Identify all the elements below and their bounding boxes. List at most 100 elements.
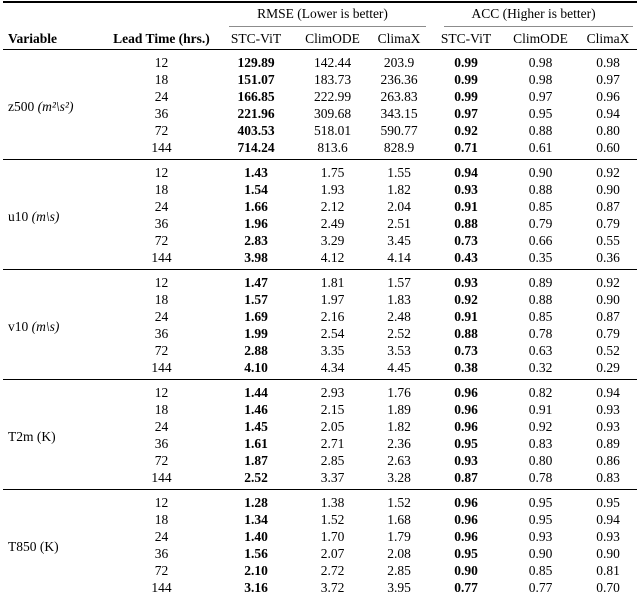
table-row: 144 4.10 4.34 4.45 0.38 0.32 0.29: [3, 359, 637, 380]
lead-time-cell: 18: [154, 181, 169, 197]
lead-time-cell: 24: [154, 308, 169, 324]
rmse-value-cell: 3.95: [387, 579, 411, 594]
acc-value-cell: 0.93: [454, 452, 478, 468]
rmse-value-cell: 2.71: [320, 435, 345, 451]
rmse-value-cell: 1.69: [244, 308, 268, 324]
variable-cell: T850 (K): [3, 490, 108, 594]
acc-value-cell: 0.90: [596, 181, 620, 197]
rmse-value-cell: 518.01: [313, 122, 352, 138]
acc-value-cell: 0.61: [528, 139, 553, 155]
rmse-group-underline: [229, 26, 427, 27]
table-row: z500 (m²\s²) 12 129.89 142.44 203.9 0.99 0.98 0…: [3, 50, 637, 113]
acc-value-cell: 0.88: [528, 181, 553, 197]
acc-value-cell: 0.73: [454, 342, 478, 358]
acc-value-cell: 0.95: [528, 105, 553, 121]
lead-time-cell: 36: [154, 215, 169, 231]
rmse-value-cell: 3.16: [244, 579, 268, 594]
rmse-value-cell: 1.61: [244, 435, 268, 451]
lead-time-cell: 18: [154, 401, 169, 417]
acc-value-cell: 0.91: [454, 198, 478, 214]
acc-value-cell: 0.70: [596, 579, 620, 594]
rmse-value-cell: 2.10: [244, 562, 268, 578]
rmse-value-cell: 1.46: [244, 401, 268, 417]
variable-block-t850: T850 (K) 12 1.28 1.38 1.52 0.96 0.95 0.95 18 1.34…: [3, 489, 638, 594]
acc-value-cell: 0.32: [528, 359, 553, 375]
rmse-value-cell: 403.53: [237, 122, 275, 138]
acc-value-cell: 0.95: [454, 545, 478, 561]
lead-time-cell: 72: [154, 562, 169, 578]
acc-value-cell: 0.95: [596, 494, 620, 510]
rmse-value-cell: 2.16: [320, 308, 345, 324]
variable-block-v10: v10 (m\s) 12 1.47 1.81 1.57 0.93 0.89 0.92 18 1.5…: [3, 269, 638, 380]
lead-time-cell: 144: [151, 579, 172, 594]
acc-value-cell: 0.38: [454, 359, 478, 375]
lead-time-cell: 24: [154, 418, 169, 434]
acc-value-cell: 0.97: [454, 105, 478, 121]
rmse-value-cell: 1.93: [320, 181, 345, 197]
table-row: 72 403.53 518.01 590.77 0.92 0.88 0.80: [3, 122, 637, 139]
table-row: v10 (m\s) 12 1.47 1.81 1.57 0.93 0.89 0.92: [3, 270, 637, 333]
rmse-value-cell: 1.57: [244, 291, 268, 307]
rmse-value-cell: 1.52: [320, 511, 345, 527]
acc-value-cell: 0.43: [454, 249, 478, 265]
rmse-value-cell: 2.07: [320, 545, 345, 561]
variable-unit: (m²\s²): [37, 98, 74, 114]
lead-time-cell: 144: [151, 249, 172, 265]
rmse-value-cell: 714.24: [237, 139, 275, 155]
rmse-group-header: RMSE (Lower is better): [215, 2, 430, 28]
acc-value-cell: 0.92: [528, 418, 553, 434]
table-row: 24 1.66 2.12 2.04 0.91 0.85 0.87: [3, 198, 637, 215]
acc-value-cell: 0.86: [596, 452, 620, 468]
rmse-value-cell: 4.12: [320, 249, 345, 265]
table-row: T2m (K) 12 1.44 2.93 1.76 0.96 0.82 0.94: [3, 380, 637, 443]
lead-time-cell: 72: [154, 452, 169, 468]
table-row: 24 1.40 1.70 1.79 0.96 0.93 0.93: [3, 528, 637, 545]
lead-time-cell: 36: [154, 325, 169, 341]
table-row: u10 (m\s) 12 1.43 1.75 1.55 0.94 0.90 0.92: [3, 160, 637, 223]
rmse-value-cell: 1.97: [320, 291, 345, 307]
acc-value-cell: 0.94: [596, 105, 620, 121]
acc-value-cell: 0.99: [454, 88, 478, 104]
table-row: 18 1.57 1.97 1.83 0.92 0.88 0.90: [3, 291, 637, 308]
table-row: 24 1.69 2.16 2.48 0.91 0.85 0.87: [3, 308, 637, 325]
rmse-value-cell: 151.07: [237, 71, 275, 87]
acc-value-cell: 0.77: [528, 579, 553, 594]
acc-value-cell: 0.93: [454, 181, 478, 197]
rmse-value-cell: 3.72: [320, 579, 345, 594]
rmse-value-cell: 1.82: [387, 418, 411, 434]
variable-name: u10: [8, 208, 32, 224]
col-header-rmse-climax: ClimaX: [368, 28, 431, 50]
rmse-value-cell: 1.34: [244, 511, 268, 527]
lead-time-cell: 36: [154, 435, 169, 451]
lead-time-cell: 36: [154, 105, 169, 121]
rmse-value-cell: 3.28: [387, 469, 411, 485]
table-row: 18 1.54 1.93 1.82 0.93 0.88 0.90: [3, 181, 637, 198]
acc-value-cell: 0.91: [454, 308, 478, 324]
variable-name: v10: [8, 318, 32, 334]
acc-value-cell: 0.79: [596, 325, 620, 341]
col-header-rmse-stc-vit: STC-ViT: [215, 28, 297, 50]
col-header-acc-climode: ClimODE: [502, 28, 580, 50]
column-header-row: Variable Lead Time (hrs.) STC-ViT ClimOD…: [3, 28, 638, 50]
header-spacer: [3, 2, 215, 28]
rmse-value-cell: 1.76: [387, 384, 411, 400]
variable-cell: T2m (K): [3, 380, 108, 490]
lead-time-cell: 12: [154, 384, 169, 400]
rmse-value-cell: 1.82: [387, 181, 411, 197]
lead-time-cell: 12: [154, 494, 169, 510]
variable-unit: (m\s): [31, 208, 60, 224]
col-header-variable: Variable: [3, 28, 108, 50]
table-header: RMSE (Lower is better) ACC (Higher is be…: [3, 2, 638, 50]
acc-value-cell: 0.88: [454, 215, 478, 231]
table-row: 72 2.83 3.29 3.45 0.73 0.66 0.55: [3, 232, 637, 249]
variable-name: z500: [8, 98, 38, 114]
acc-value-cell: 0.88: [454, 325, 478, 341]
lead-time-cell: 72: [154, 342, 169, 358]
rmse-value-cell: 2.48: [387, 308, 411, 324]
rmse-value-cell: 183.73: [313, 71, 352, 87]
rmse-value-cell: 2.51: [387, 215, 411, 231]
rmse-value-cell: 1.83: [387, 291, 411, 307]
acc-value-cell: 0.96: [596, 88, 620, 104]
rmse-value-cell: 590.77: [380, 122, 418, 138]
